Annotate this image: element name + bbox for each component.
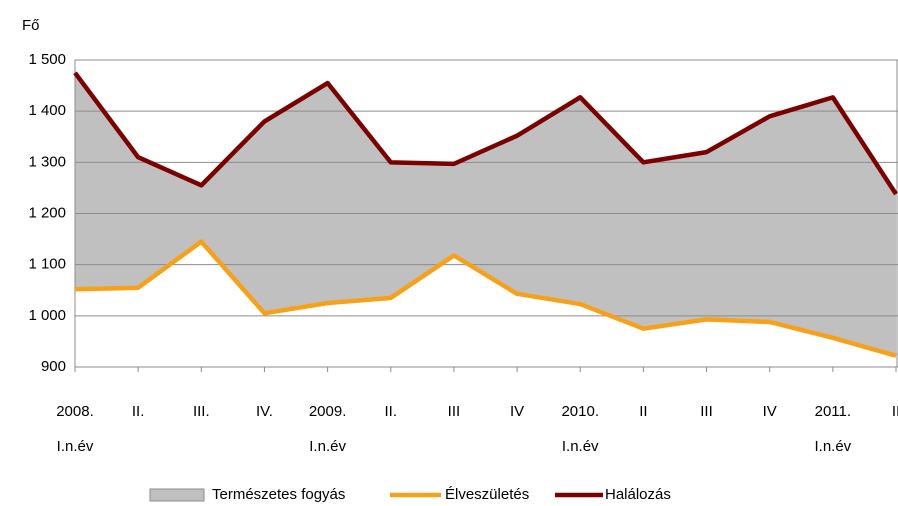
- y-tick-label: 1 100: [28, 256, 66, 273]
- x-tick-label: III: [448, 403, 461, 420]
- x-tick-label: II.: [132, 403, 145, 420]
- x-tick-sublabel: I.n.év: [815, 438, 852, 455]
- x-tick-label: IV: [763, 403, 777, 420]
- x-tick-label: 2008.: [56, 403, 94, 420]
- legend-label: Halálozás: [605, 486, 671, 503]
- line: [73, 71, 898, 196]
- x-tick-label: IV.: [256, 403, 273, 420]
- legend-label: Természetes fogyás: [212, 486, 345, 503]
- x-tick-label: 2010.: [561, 403, 599, 420]
- y-tick-label: 1 400: [28, 102, 66, 119]
- x-tick-sublabel: I.n.év: [562, 438, 599, 455]
- x-tick-label: 2011.: [815, 403, 851, 420]
- y-tick-label: 1 000: [28, 307, 66, 324]
- x-tick-label: II: [639, 403, 647, 420]
- line: [74, 239, 897, 358]
- area: [75, 72, 896, 356]
- x-tick-label: 2009.: [309, 403, 347, 420]
- x-tick-label: II.: [385, 403, 398, 420]
- y-tick-label: 1 500: [28, 51, 66, 68]
- y-axis-label: Fő: [22, 17, 40, 34]
- x-tick-sublabel: I.n.év: [309, 438, 346, 455]
- x-tick-label: IV: [510, 403, 524, 420]
- y-tick-label: 900: [41, 358, 66, 375]
- legend-swatch: [149, 488, 205, 502]
- y-tick-label: 1 300: [28, 153, 66, 170]
- y-tick-label: 1 200: [28, 204, 66, 221]
- x-tick-sublabel: I.n.év: [57, 438, 94, 455]
- x-tick-label: III.: [193, 403, 210, 420]
- legend-label: Élveszületés: [445, 486, 529, 503]
- x-tick-label: III: [700, 403, 713, 420]
- x-tick-label: II: [892, 403, 898, 420]
